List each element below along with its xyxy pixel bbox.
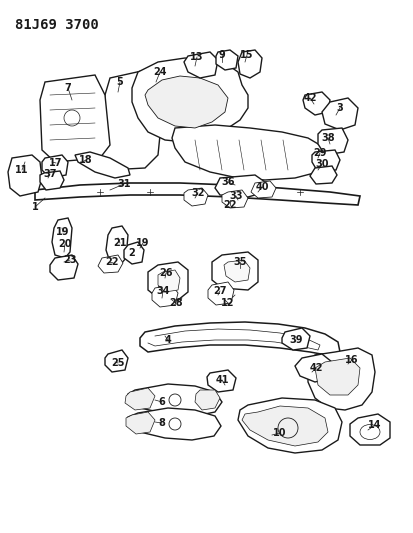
Text: 41: 41 <box>215 375 229 385</box>
Polygon shape <box>145 76 228 128</box>
Polygon shape <box>50 255 78 280</box>
Text: 20: 20 <box>58 239 72 249</box>
Text: 25: 25 <box>111 358 125 368</box>
Polygon shape <box>40 171 64 190</box>
Polygon shape <box>222 190 248 208</box>
Text: 4: 4 <box>165 335 171 345</box>
Text: 17: 17 <box>49 158 63 168</box>
Polygon shape <box>132 58 248 142</box>
Text: 27: 27 <box>213 286 227 296</box>
Text: 8: 8 <box>159 418 166 428</box>
Polygon shape <box>207 370 236 392</box>
Polygon shape <box>98 255 123 273</box>
Text: 15: 15 <box>240 50 254 60</box>
Polygon shape <box>124 242 144 264</box>
Polygon shape <box>350 414 390 445</box>
Text: 18: 18 <box>79 155 93 165</box>
Polygon shape <box>282 328 310 350</box>
Polygon shape <box>128 408 221 440</box>
Text: 39: 39 <box>289 335 303 345</box>
Polygon shape <box>295 354 332 382</box>
Polygon shape <box>152 285 178 307</box>
Polygon shape <box>40 75 110 162</box>
Text: 33: 33 <box>229 191 243 201</box>
Polygon shape <box>215 175 265 197</box>
Text: 7: 7 <box>64 83 71 93</box>
Polygon shape <box>172 125 328 180</box>
Polygon shape <box>195 390 220 410</box>
Text: 31: 31 <box>117 179 131 189</box>
Text: 32: 32 <box>191 188 205 198</box>
Text: 37: 37 <box>43 169 57 179</box>
Text: 38: 38 <box>321 133 335 143</box>
Text: 5: 5 <box>116 77 123 87</box>
Text: 24: 24 <box>153 67 167 77</box>
Text: 1: 1 <box>32 202 38 212</box>
Text: 2: 2 <box>128 248 135 258</box>
Polygon shape <box>140 322 340 356</box>
Polygon shape <box>242 406 328 446</box>
Text: 19: 19 <box>136 238 150 248</box>
Polygon shape <box>212 252 258 290</box>
Text: 23: 23 <box>63 255 77 265</box>
Text: 36: 36 <box>221 177 235 187</box>
Text: 21: 21 <box>113 238 127 248</box>
Polygon shape <box>303 92 330 115</box>
Text: 13: 13 <box>190 52 204 62</box>
Text: 6: 6 <box>159 397 165 407</box>
Polygon shape <box>184 188 208 206</box>
Polygon shape <box>42 155 68 178</box>
Text: 42: 42 <box>309 363 323 373</box>
Polygon shape <box>312 150 340 172</box>
Text: 30: 30 <box>315 159 329 169</box>
Polygon shape <box>224 260 250 282</box>
Text: 34: 34 <box>156 286 170 296</box>
Text: 22: 22 <box>105 257 119 267</box>
Polygon shape <box>100 68 165 170</box>
Polygon shape <box>315 358 360 395</box>
Text: 19: 19 <box>56 227 70 237</box>
Text: 42: 42 <box>303 93 317 103</box>
Polygon shape <box>52 218 72 258</box>
Polygon shape <box>126 412 155 434</box>
Text: 10: 10 <box>273 428 287 438</box>
Text: 28: 28 <box>169 298 183 308</box>
Text: 12: 12 <box>221 298 235 308</box>
Polygon shape <box>158 270 180 292</box>
Polygon shape <box>251 181 276 198</box>
Polygon shape <box>106 226 128 265</box>
Polygon shape <box>128 384 222 416</box>
Polygon shape <box>310 166 337 184</box>
Text: 9: 9 <box>218 50 225 60</box>
Text: 35: 35 <box>233 257 247 267</box>
Text: 22: 22 <box>223 200 237 210</box>
Polygon shape <box>216 50 238 70</box>
Polygon shape <box>75 152 130 178</box>
Polygon shape <box>125 388 155 410</box>
Polygon shape <box>184 52 218 78</box>
Polygon shape <box>208 282 234 305</box>
Polygon shape <box>322 98 358 130</box>
Polygon shape <box>308 348 375 410</box>
Polygon shape <box>105 350 128 372</box>
Polygon shape <box>238 398 342 453</box>
Text: 11: 11 <box>15 165 29 175</box>
Text: 3: 3 <box>337 103 343 113</box>
Text: 40: 40 <box>255 182 269 192</box>
Polygon shape <box>238 50 262 78</box>
Text: 16: 16 <box>345 355 359 365</box>
Polygon shape <box>318 128 348 155</box>
Polygon shape <box>35 183 360 205</box>
Polygon shape <box>148 262 188 300</box>
Text: 14: 14 <box>368 420 382 430</box>
Text: 29: 29 <box>313 148 327 158</box>
Text: 26: 26 <box>159 268 173 278</box>
Text: 81J69 3700: 81J69 3700 <box>15 18 99 32</box>
Polygon shape <box>8 155 42 196</box>
